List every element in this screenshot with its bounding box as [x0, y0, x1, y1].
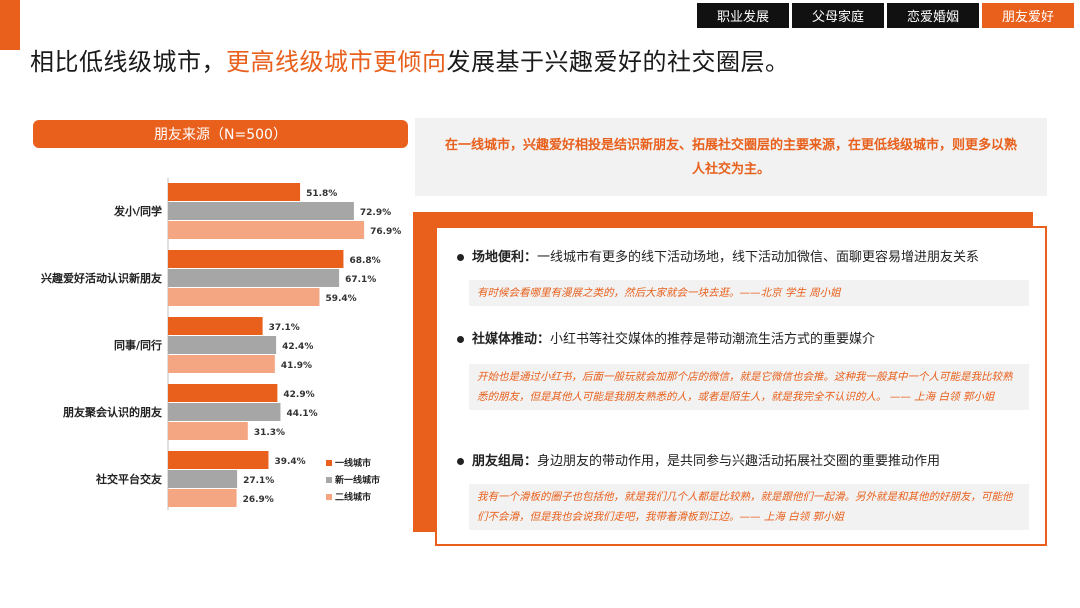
legend-swatch — [326, 477, 332, 483]
title-part1: 相比低线级城市， — [30, 48, 226, 76]
bar — [168, 269, 340, 287]
legend-label: 一线城市 — [335, 457, 371, 469]
summary-box: 在一线城市，兴趣爱好相投是结识新朋友、拓展社交圈层的主要来源，在更低线级城市，则… — [415, 118, 1047, 196]
category-label: 同事/同行 — [114, 338, 162, 352]
friend-source-chart: 发小/同学 51.8% 72.9% 76.9% 兴趣爱好活动认识新朋友 68.8% 67.1… — [41, 178, 401, 510]
tab-friends-hobbies[interactable]: 朋友爱好 — [982, 3, 1074, 28]
data-label: 31.3% — [254, 428, 285, 438]
bar — [168, 317, 263, 335]
finding-text: 身边朋友的带动作用，是共同参与兴趣活动拓展社交圈的重要推动作用 — [537, 454, 941, 469]
data-label: 42.9% — [283, 390, 314, 400]
data-label: 37.1% — [269, 323, 300, 333]
legend-label: 新一线城市 — [335, 474, 380, 486]
data-label: 26.9% — [243, 495, 274, 505]
finding-heading: 场地便利： — [472, 250, 538, 265]
finding-text: 小红书等社交媒体的推荐是带动潮流生活方式的重要媒介 — [550, 332, 876, 347]
bar — [168, 470, 238, 488]
bar — [168, 250, 344, 268]
bar — [168, 202, 354, 220]
bar — [168, 451, 269, 469]
tab-romance[interactable]: 恋爱婚姻 — [887, 3, 979, 28]
bullet-icon — [457, 336, 464, 343]
finding-quote: 我有一个滑板的圈子也包括他，就是我们几个人都是比较熟，就是跟他们一起滑。另外就是… — [469, 484, 1029, 530]
bar — [168, 183, 301, 201]
finding-social-media: 社媒体推动：小红书等社交媒体的推荐是带动潮流生活方式的重要媒介 — [457, 328, 875, 347]
finding-heading: 朋友组局： — [472, 454, 538, 469]
bar — [168, 384, 278, 402]
category-label: 发小/同学 — [113, 204, 162, 218]
data-label: 67.1% — [345, 275, 376, 285]
category-label: 朋友聚会认识的朋友 — [62, 405, 162, 419]
title-highlight: 更高线级城市更倾向 — [226, 48, 447, 76]
bar — [168, 288, 320, 306]
bar — [168, 221, 365, 239]
bullet-icon — [457, 254, 464, 261]
finding-venue: 场地便利：一线城市有更多的线下活动场地，线下活动加微信、面聊更容易增进朋友关系 — [457, 246, 979, 265]
finding-quote: 有时候会看哪里有漫展之类的，然后大家就会一块去逛。——北京 学生 周小姐 — [469, 280, 1029, 306]
data-label: 39.4% — [274, 457, 305, 467]
data-label: 51.8% — [306, 189, 337, 199]
top-tabs: 职业发展 父母家庭 恋爱婚姻 朋友爱好 — [697, 3, 1074, 28]
data-label: 68.8% — [349, 256, 380, 266]
data-label: 59.4% — [325, 294, 356, 304]
category-label: 兴趣爱好活动认识新朋友 — [41, 271, 162, 285]
findings-card: 场地便利：一线城市有更多的线下活动场地，线下活动加微信、面聊更容易增进朋友关系 … — [435, 226, 1047, 546]
data-label: 41.9% — [281, 361, 312, 371]
title-part2: 发展基于兴趣爱好的社交圈层。 — [446, 48, 790, 76]
legend-label: 二线城市 — [335, 491, 371, 503]
data-label: 42.4% — [282, 342, 313, 352]
accent-bar — [0, 0, 20, 50]
category-label: 社交平台交友 — [95, 472, 162, 486]
bar — [168, 422, 248, 440]
finding-heading: 社媒体推动： — [472, 332, 551, 347]
finding-friends: 朋友组局：身边朋友的带动作用，是共同参与兴趣活动拓展社交圈的重要推动作用 — [457, 450, 940, 469]
data-label: 44.1% — [286, 409, 317, 419]
page-title: 相比低线级城市，更高线级城市更倾向发展基于兴趣爱好的社交圈层。 — [30, 42, 790, 77]
bar — [168, 403, 281, 421]
bullet-icon — [457, 458, 464, 465]
data-label: 72.9% — [360, 208, 391, 218]
tab-career[interactable]: 职业发展 — [697, 3, 789, 28]
legend-swatch — [326, 460, 332, 466]
data-label: 27.1% — [243, 476, 274, 486]
legend-swatch — [326, 494, 332, 500]
finding-quote: 开始也是通过小红书，后面一般玩就会加那个店的微信，就是它微信也会推。这种我一般其… — [469, 364, 1029, 410]
chart-header: 朋友来源（N=500） — [33, 120, 408, 148]
finding-text: 一线城市有更多的线下活动场地，线下活动加微信、面聊更容易增进朋友关系 — [537, 250, 980, 265]
bar — [168, 489, 237, 507]
bar — [168, 336, 277, 354]
tab-family[interactable]: 父母家庭 — [792, 3, 884, 28]
bar — [168, 355, 275, 373]
data-label: 76.9% — [370, 227, 401, 237]
